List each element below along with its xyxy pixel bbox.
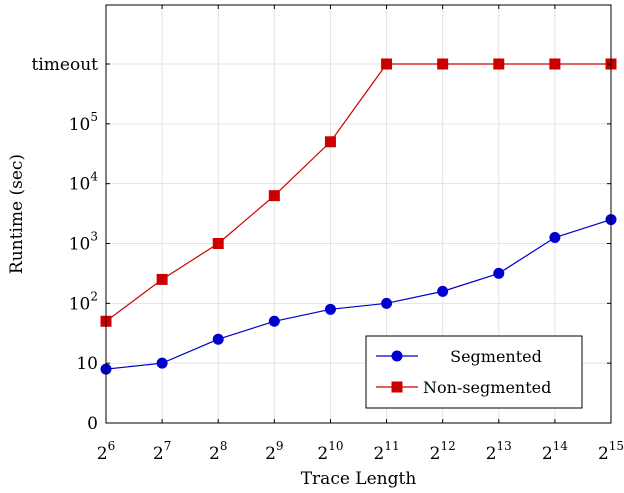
y-axis-title: Runtime (sec) xyxy=(7,154,27,274)
data-point-non-segmented xyxy=(156,273,168,285)
data-point-non-segmented xyxy=(549,58,561,70)
y-tick-label: 0 xyxy=(87,414,98,434)
x-tick-label: 28 xyxy=(209,439,227,464)
y-tick-exponent: 2 xyxy=(90,289,98,303)
data-point-non-segmented xyxy=(268,190,280,202)
x-tick-exponent: 10 xyxy=(328,439,343,453)
x-tick-label: 29 xyxy=(265,439,283,464)
x-tick-label: 215 xyxy=(598,439,624,464)
ticks: 26 27 28 29 210 211 212 213 214 21501010210310410… xyxy=(32,5,624,464)
y-tick-base: 10 xyxy=(69,235,91,255)
legend-label: Segmented xyxy=(450,347,542,366)
x-tick-exponent: 7 xyxy=(164,439,172,453)
x-tick-exponent: 6 xyxy=(108,439,116,453)
y-tick-base: 10 xyxy=(69,175,91,195)
legend-item-segmented: Segmented xyxy=(376,347,542,366)
data-point-segmented xyxy=(549,232,561,244)
y-tick-exponent: 4 xyxy=(90,170,98,184)
x-tick-base: 2 xyxy=(209,444,220,464)
x-tick-base: 2 xyxy=(542,444,553,464)
legend-box xyxy=(365,335,583,409)
x-tick-base: 2 xyxy=(153,444,164,464)
y-tick-exponent: 3 xyxy=(90,230,98,244)
y-tick-exponent: 5 xyxy=(90,110,98,124)
data-point-non-segmented xyxy=(437,58,449,70)
y-tick-label: 104 xyxy=(69,170,99,195)
x-tick-exponent: 14 xyxy=(553,439,569,453)
series-layer xyxy=(100,58,617,375)
x-tick-label: 210 xyxy=(317,439,343,464)
data-point-segmented xyxy=(324,303,336,315)
data-point-non-segmented xyxy=(324,136,336,148)
data-point-segmented xyxy=(212,333,224,345)
series-line-segmented xyxy=(105,218,612,370)
y-tick-label: 105 xyxy=(69,110,98,135)
legend: Segmented Non-segmented xyxy=(365,335,583,409)
data-point-segmented xyxy=(381,297,393,309)
x-tick-exponent: 11 xyxy=(384,439,399,453)
data-point-non-segmented xyxy=(212,238,224,249)
x-tick-label: 27 xyxy=(153,439,171,464)
x-tick-label: 211 xyxy=(374,439,400,464)
plot-frame xyxy=(105,4,612,424)
x-axis-title: Trace Length xyxy=(301,469,417,489)
x-tick-label: 213 xyxy=(486,439,512,464)
x-tick-base: 2 xyxy=(430,444,441,464)
x-tick-exponent: 9 xyxy=(276,439,284,453)
y-tick-label: 102 xyxy=(69,289,98,314)
x-tick-exponent: 8 xyxy=(220,439,228,453)
x-tick-label: 214 xyxy=(542,439,568,464)
legend-label: Non-segmented xyxy=(423,378,551,397)
data-point-non-segmented xyxy=(381,58,393,70)
x-tick-base: 2 xyxy=(486,444,497,464)
x-tick-exponent: 13 xyxy=(497,439,512,453)
x-tick-base: 2 xyxy=(374,444,385,464)
series-non-segmented xyxy=(100,58,617,327)
x-tick-base: 2 xyxy=(317,444,328,464)
legend-marker-circle xyxy=(391,350,403,362)
y-tick-label: timeout xyxy=(32,55,99,75)
series-line-non-segmented xyxy=(105,63,611,322)
data-point-segmented xyxy=(437,285,449,297)
data-point-segmented xyxy=(156,357,168,369)
y-tick-base: 10 xyxy=(69,115,91,135)
series-segmented xyxy=(100,214,617,375)
x-tick-exponent: 12 xyxy=(440,439,455,453)
y-tick-label: 103 xyxy=(69,230,98,255)
data-point-segmented xyxy=(493,267,505,279)
legend-marker-square xyxy=(391,381,403,393)
x-tick-base: 2 xyxy=(97,444,108,464)
x-tick-label: 26 xyxy=(97,439,115,464)
x-tick-base: 2 xyxy=(265,444,276,464)
data-point-segmented xyxy=(268,315,280,327)
x-tick-label: 212 xyxy=(430,439,456,464)
legend-item-non-segmented: Non-segmented xyxy=(376,378,551,397)
x-tick-base: 2 xyxy=(598,444,609,464)
y-tick-label: 10 xyxy=(76,354,98,374)
y-tick-base: 10 xyxy=(69,294,91,314)
x-tick-exponent: 15 xyxy=(609,439,624,453)
data-point-non-segmented xyxy=(493,58,505,70)
